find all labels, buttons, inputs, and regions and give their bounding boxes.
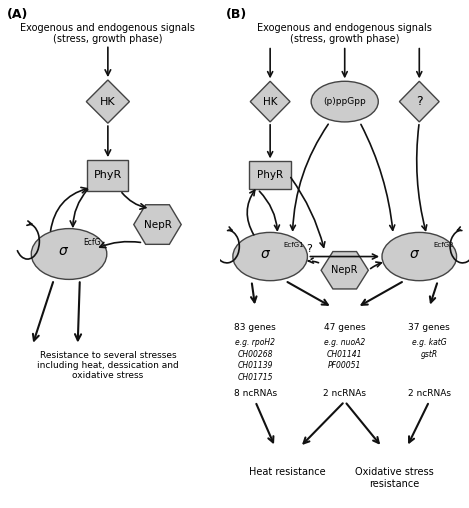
FancyArrowPatch shape [70,189,88,227]
FancyArrowPatch shape [75,282,81,340]
Text: NepR: NepR [332,265,358,275]
Text: 47 genes: 47 genes [324,323,365,332]
FancyArrowPatch shape [33,282,53,340]
FancyArrowPatch shape [347,403,379,443]
Text: Exogenous and endogenous signals
(stress, growth phase): Exogenous and endogenous signals (stress… [257,23,432,45]
FancyArrowPatch shape [51,187,87,231]
FancyArrowPatch shape [268,48,272,77]
Text: (p)ppGpp: (p)ppGpp [323,97,366,106]
Text: Heat resistance: Heat resistance [249,467,326,478]
Polygon shape [86,80,129,123]
FancyArrowPatch shape [100,242,141,247]
Polygon shape [250,81,290,122]
Text: $\sigma$: $\sigma$ [58,244,69,259]
Polygon shape [321,251,368,289]
Text: EcfG1: EcfG1 [284,242,304,248]
Text: EcfG2: EcfG2 [433,242,454,248]
FancyArrowPatch shape [122,193,146,209]
Ellipse shape [233,232,307,280]
Text: PhyR: PhyR [257,170,283,180]
Ellipse shape [31,229,107,279]
Text: 37 genes: 37 genes [408,323,450,332]
FancyArrowPatch shape [416,124,427,230]
FancyArrowPatch shape [105,126,111,155]
FancyArrowPatch shape [362,282,402,305]
Text: HK: HK [263,97,277,107]
Text: Exogenous and endogenous signals
(stress, growth phase): Exogenous and endogenous signals (stress… [21,23,195,45]
Text: 2 ncRNAs: 2 ncRNAs [323,389,366,398]
FancyArrowPatch shape [251,283,257,302]
Text: HK: HK [100,97,116,107]
Text: Oxidative stress
resistance: Oxidative stress resistance [355,467,434,489]
Text: ?: ? [416,95,423,108]
FancyArrowPatch shape [268,124,272,156]
FancyArrowPatch shape [303,403,343,443]
Text: NepR: NepR [144,219,172,230]
FancyArrowPatch shape [371,262,381,269]
Text: $\sigma$: $\sigma$ [409,247,420,261]
FancyArrowPatch shape [247,190,255,235]
Text: (A): (A) [7,8,28,21]
FancyArrowPatch shape [105,47,111,75]
Text: EcfG: EcfG [83,238,100,247]
FancyArrowPatch shape [27,221,32,226]
Text: ?: ? [306,244,311,254]
FancyArrowPatch shape [290,124,328,230]
FancyArrowPatch shape [291,177,325,247]
Text: 2 ncRNAs: 2 ncRNAs [408,389,451,398]
Text: PhyR: PhyR [94,170,122,180]
Text: Resistance to several stresses
including heat, dessication and
oxidative stress: Resistance to several stresses including… [37,351,179,380]
FancyArrowPatch shape [430,283,437,302]
FancyArrowPatch shape [259,191,280,230]
Text: 8 ncRNAs: 8 ncRNAs [234,389,277,398]
Text: (B): (B) [226,8,247,21]
Text: e.g. katG
gstR: e.g. katG gstR [412,338,446,359]
FancyArrowPatch shape [342,48,347,77]
FancyArrowPatch shape [227,227,232,231]
Text: 83 genes: 83 genes [234,323,276,332]
Text: e.g. rpoH2
CH00268
CH01139
CH01715: e.g. rpoH2 CH00268 CH01139 CH01715 [235,338,275,382]
FancyArrowPatch shape [417,48,422,77]
FancyArrowPatch shape [409,404,428,442]
FancyBboxPatch shape [87,160,129,190]
FancyArrowPatch shape [310,254,378,259]
Polygon shape [400,81,439,122]
Text: e.g. nuoA2
CH01141
PF00051: e.g. nuoA2 CH01141 PF00051 [324,338,365,370]
FancyArrowPatch shape [257,404,273,442]
Ellipse shape [382,232,456,280]
Text: $\sigma$: $\sigma$ [260,247,271,261]
Polygon shape [134,205,181,244]
FancyBboxPatch shape [249,161,291,189]
FancyArrowPatch shape [361,124,395,230]
Ellipse shape [311,81,378,122]
FancyArrowPatch shape [308,258,318,263]
FancyArrowPatch shape [457,227,462,231]
FancyArrowPatch shape [287,282,328,305]
